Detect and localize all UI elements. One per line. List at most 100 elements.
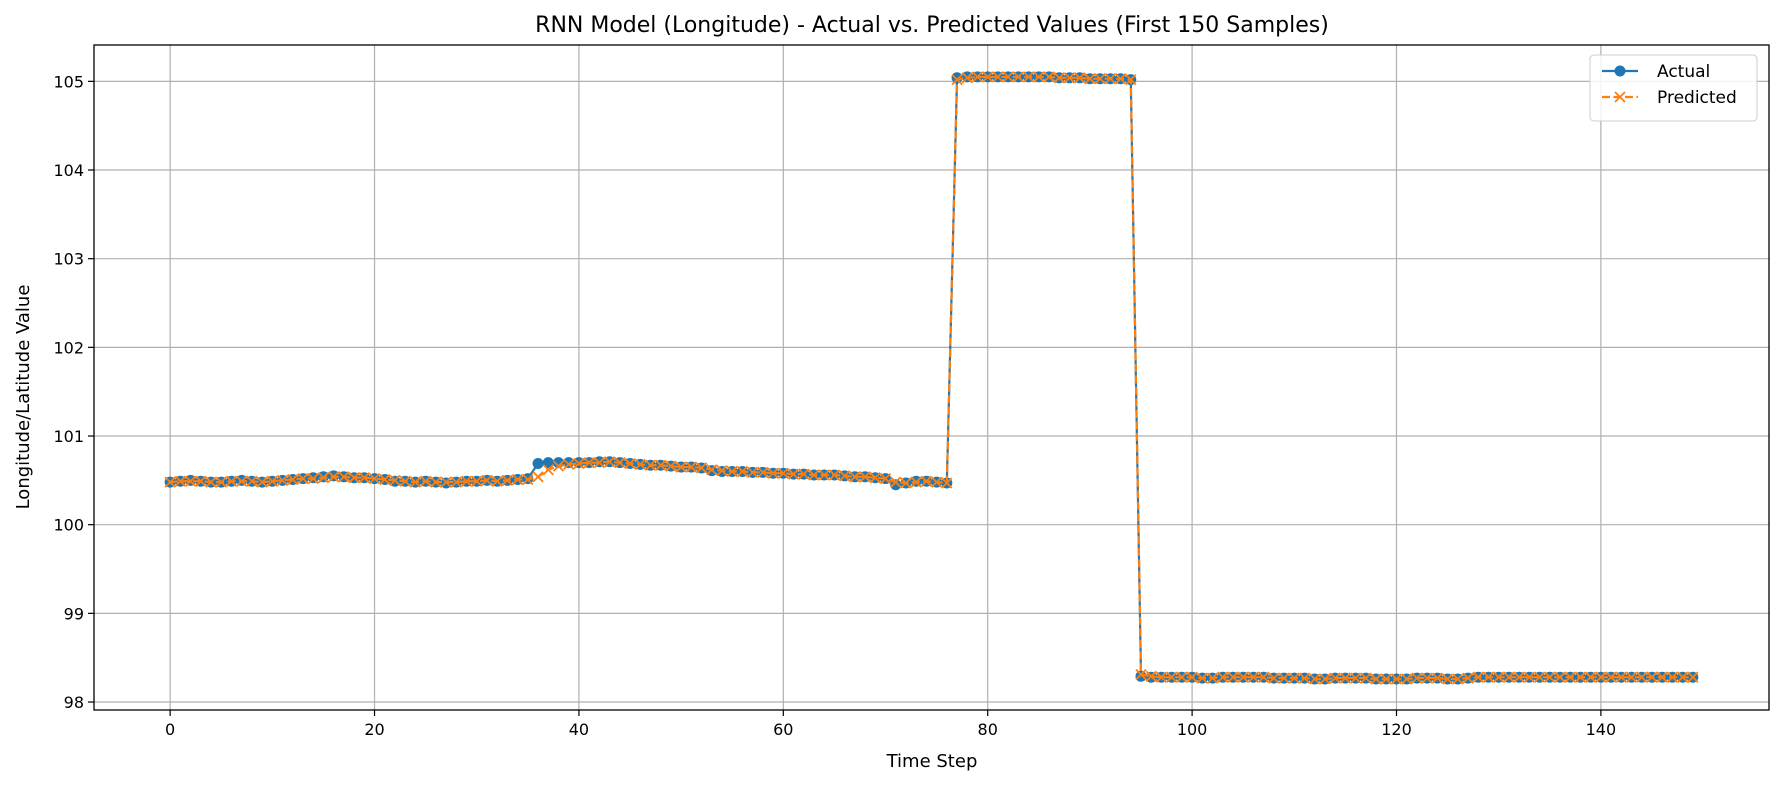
predicted-point: [409, 476, 422, 488]
predicted-point: [1278, 672, 1290, 684]
predicted-point: [1472, 671, 1484, 683]
predicted-point: [900, 477, 912, 489]
predicted-point: [941, 477, 953, 489]
predicted-point: [1503, 671, 1515, 683]
y-tick-label: 104: [53, 161, 84, 180]
predicted-point: [1646, 671, 1658, 683]
predicted-point: [1166, 671, 1178, 683]
predicted-point: [849, 471, 861, 483]
predicted-point: [747, 466, 759, 479]
predicted-point: [614, 456, 626, 469]
predicted-point: [1043, 71, 1055, 83]
predicted-point: [624, 457, 636, 470]
predicted-point: [982, 71, 994, 83]
actual-point: [563, 457, 575, 469]
predicted-point: [205, 476, 217, 488]
legend-actual-label: Actual: [1657, 62, 1710, 82]
y-tick-label: 105: [53, 72, 84, 91]
predicted-point: [328, 471, 340, 483]
x-tick-label: 60: [773, 720, 793, 739]
predicted-point: [1677, 671, 1689, 683]
predicted-point: [808, 469, 820, 481]
predicted-point: [389, 474, 401, 486]
predicted-point: [757, 466, 769, 479]
predicted-point: [1176, 671, 1188, 683]
predicted-point: [368, 472, 381, 485]
predicted-point: [1421, 672, 1433, 684]
predicted-point: [573, 457, 585, 470]
x-axis-label: Time Step: [886, 751, 978, 772]
predicted-point: [348, 472, 360, 484]
predicted-point: [358, 472, 370, 484]
predicted-point: [1217, 671, 1229, 683]
predicted-point: [256, 476, 268, 488]
predicted-point: [1094, 73, 1106, 85]
predicted-point: [522, 473, 534, 486]
predicted-point: [910, 476, 922, 488]
predicted-point: [1615, 671, 1627, 683]
predicted-point: [665, 460, 677, 472]
plot-frame: [93, 44, 1770, 711]
predicted-point: [593, 456, 605, 469]
predicted-point: [1135, 668, 1147, 681]
legend-predicted-marker: [1614, 91, 1626, 103]
y-tick-label: 99: [64, 604, 84, 623]
predicted-point: [1666, 671, 1679, 683]
y-tick-label: 101: [53, 427, 84, 446]
predicted-point: [726, 465, 738, 478]
predicted-point: [542, 464, 554, 476]
predicted-point: [1227, 671, 1239, 683]
predicted-point: [920, 475, 933, 487]
predicted-point: [890, 476, 902, 488]
predicted-point: [695, 462, 708, 474]
predicted-point: [1595, 671, 1607, 683]
y-tick-label: 103: [53, 250, 84, 269]
actual-point: [532, 458, 544, 470]
predicted-point: [787, 468, 800, 480]
predicted-point: [1441, 673, 1454, 685]
chart-title: RNN Model (Longitude) - Actual vs. Predi…: [535, 13, 1329, 38]
predicted-point: [1625, 671, 1638, 683]
x-tick-label: 80: [978, 720, 998, 739]
predicted-point: [1114, 73, 1127, 85]
predicted-point: [828, 469, 841, 481]
predicted-point: [1268, 672, 1280, 684]
predicted-point: [603, 456, 616, 468]
predicted-point: [1574, 671, 1587, 683]
predicted-point: [1411, 672, 1423, 684]
predicted-point: [501, 474, 514, 486]
predicted-point: [1380, 673, 1392, 685]
predicted-point: [1554, 671, 1566, 683]
actual-point: [1135, 670, 1147, 682]
predicted-point: [1329, 672, 1341, 684]
predicted-point: [1002, 71, 1014, 83]
predicted-point: [1401, 673, 1413, 685]
predicted-point: [655, 459, 667, 471]
predicted-line: [170, 75, 1693, 681]
predicted-point: [1022, 71, 1035, 83]
predicted-point: [706, 464, 718, 476]
predicted-point: [563, 458, 575, 471]
predicted-point: [1247, 671, 1260, 683]
predicted-series: [164, 71, 1699, 685]
predicted-point: [777, 467, 789, 479]
predicted-point: [685, 461, 697, 473]
actual-point: [951, 72, 963, 84]
predicted-point: [930, 476, 943, 488]
predicted-point: [716, 464, 728, 477]
ticks: 0 20 40 60 80 100 120 140 98 99 100 101 102 103 104 105: [53, 72, 1616, 739]
predicted-point: [1319, 673, 1331, 685]
predicted-point: [1452, 673, 1464, 685]
predicted-point: [552, 460, 565, 472]
predicted-point: [675, 461, 687, 473]
predicted-point: [399, 475, 411, 487]
predicted-point: [532, 471, 544, 483]
predicted-point: [951, 73, 963, 86]
predicted-point: [1309, 673, 1321, 685]
predicted-point: [1564, 671, 1576, 683]
predicted-point: [266, 475, 278, 487]
predicted-point: [276, 474, 289, 486]
predicted-point: [1033, 71, 1045, 83]
